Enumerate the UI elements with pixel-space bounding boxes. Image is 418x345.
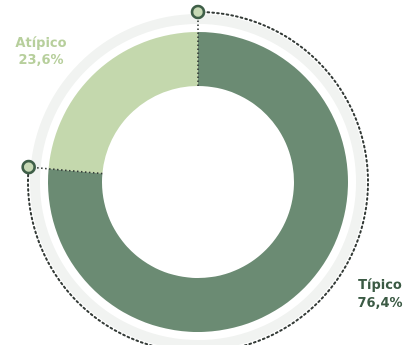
label-atipico-value: 23,6%	[18, 53, 63, 68]
slice-tipico	[47, 32, 348, 332]
divider-line	[28, 166, 103, 175]
label-tipico-name: Típico	[358, 278, 402, 293]
slices	[47, 32, 348, 332]
slice-atipico	[48, 32, 199, 174]
leader-line	[27, 11, 369, 345]
start-marker	[190, 4, 206, 20]
label-tipico-value: 76,4%	[357, 296, 402, 311]
label-atipico-name: Atípico	[15, 36, 66, 51]
end-marker	[21, 159, 36, 175]
